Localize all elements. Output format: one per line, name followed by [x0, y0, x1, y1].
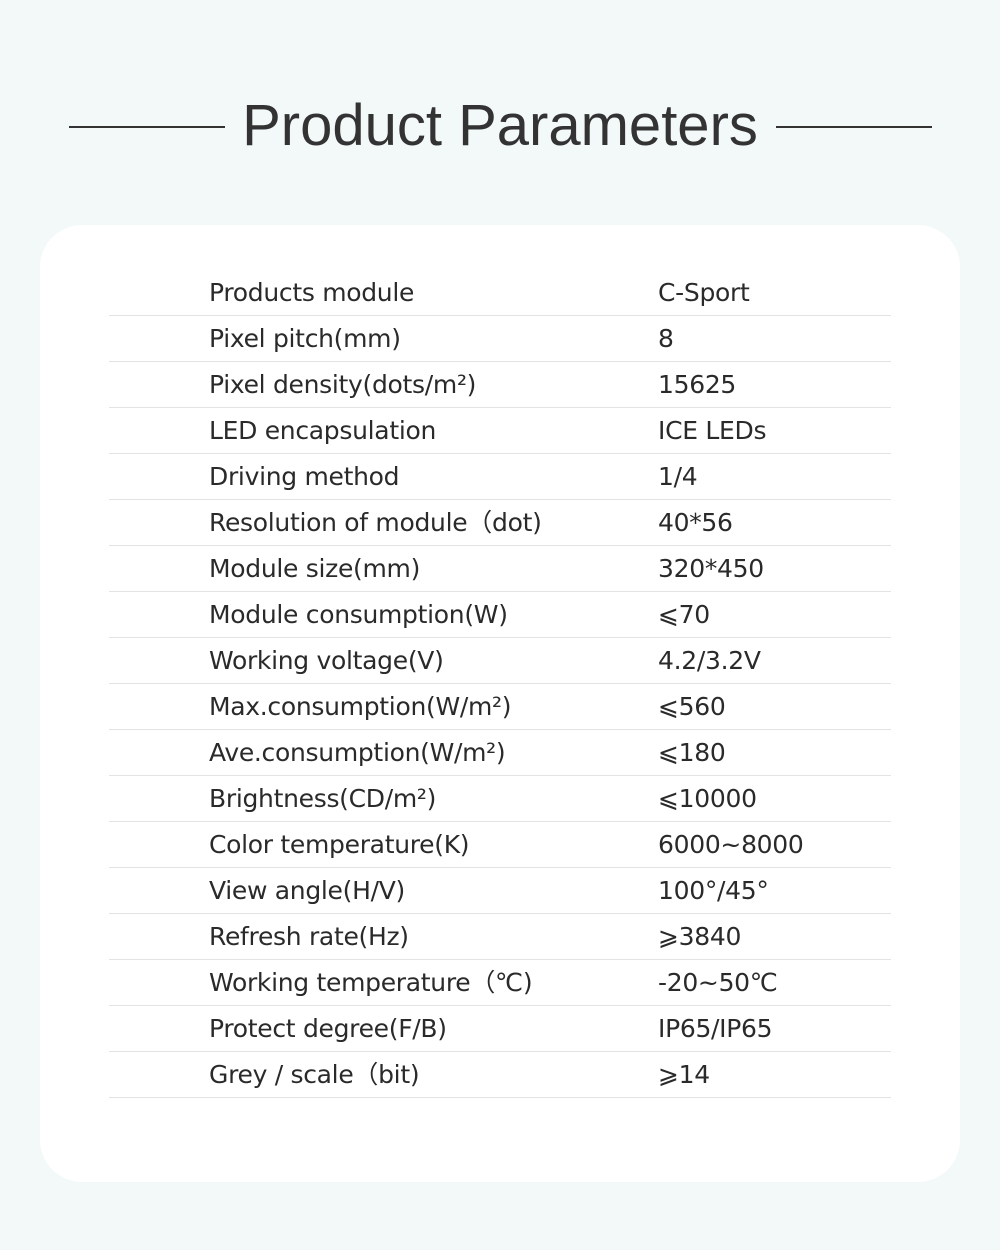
parameter-value: ICE LEDs	[658, 416, 767, 445]
parameter-label: Grey / scale（bit)	[209, 1060, 420, 1089]
parameter-label: Pixel density(dots/m²)	[209, 370, 477, 399]
table-row: Driving method 1/4	[109, 454, 891, 500]
table-row: LED encapsulation ICE LEDs	[109, 408, 891, 454]
parameter-label: Ave.consumption(W/m²)	[209, 738, 506, 767]
parameter-label: Resolution of module（dot)	[209, 508, 542, 537]
table-row: Refresh rate(Hz) ⩾3840	[109, 914, 891, 960]
table-row: Grey / scale（bit) ⩾14	[109, 1052, 891, 1098]
title-left-rule	[69, 126, 225, 128]
table-row: Working voltage(V) 4.2/3.2V	[109, 638, 891, 684]
parameters-card	[40, 225, 960, 1182]
table-row: View angle(H/V) 100°/45°	[109, 868, 891, 914]
header: Product Parameters	[0, 88, 1000, 168]
parameter-value: 8	[658, 324, 674, 353]
parameter-value: ⩽560	[658, 692, 726, 721]
parameter-value: 100°/45°	[658, 876, 769, 905]
parameter-value: ⩽70	[658, 600, 710, 629]
parameter-label: Protect degree(F/B)	[209, 1014, 447, 1043]
parameter-label: Max.consumption(W/m²)	[209, 692, 512, 721]
parameter-value: 1/4	[658, 462, 698, 491]
parameter-value: ⩾14	[658, 1060, 710, 1089]
parameter-label: Color temperature(K)	[209, 830, 470, 859]
parameter-value: IP65/IP65	[658, 1014, 773, 1043]
parameter-value: 4.2/3.2V	[658, 646, 761, 675]
table-row: Resolution of module（dot) 40*56	[109, 500, 891, 546]
parameter-value: ⩾3840	[658, 922, 742, 951]
parameter-label: Module consumption(W)	[209, 600, 508, 629]
parameter-value: 6000~8000	[658, 830, 804, 859]
table-row: Protect degree(F/B) IP65/IP65	[109, 1006, 891, 1052]
table-row: Module size(mm) 320*450	[109, 546, 891, 592]
parameters-table: Products module C-Sport Pixel pitch(mm) 8 Pi…	[109, 270, 891, 1098]
page-title: Product Parameters	[242, 93, 758, 158]
parameter-value: -20~50℃	[658, 968, 778, 997]
parameter-label: Working voltage(V)	[209, 646, 444, 675]
parameter-label: Brightness(CD/m²)	[209, 784, 437, 813]
title-right-rule	[776, 126, 932, 128]
table-row: Max.consumption(W/m²) ⩽560	[109, 684, 891, 730]
table-row: Brightness(CD/m²) ⩽10000	[109, 776, 891, 822]
table-row: Color temperature(K) 6000~8000	[109, 822, 891, 868]
parameter-label: Driving method	[209, 462, 400, 491]
table-row: Working temperature（℃) -20~50℃	[109, 960, 891, 1006]
parameter-label: Products module	[209, 278, 415, 307]
parameter-label: Pixel pitch(mm)	[209, 324, 401, 353]
parameter-label: LED encapsulation	[209, 416, 437, 445]
parameter-value: ⩽10000	[658, 784, 757, 813]
parameter-value: C-Sport	[658, 278, 750, 307]
parameter-label: Refresh rate(Hz)	[209, 922, 409, 951]
parameter-label: View angle(H/V)	[209, 876, 405, 905]
table-row: Products module C-Sport	[109, 270, 891, 316]
parameter-value: ⩽180	[658, 738, 726, 767]
table-row: Pixel density(dots/m²) 15625	[109, 362, 891, 408]
parameter-value: 40*56	[658, 508, 733, 537]
table-row: Module consumption(W) ⩽70	[109, 592, 891, 638]
parameter-label: Module size(mm)	[209, 554, 421, 583]
table-row: Pixel pitch(mm) 8	[109, 316, 891, 362]
parameter-label: Working temperature（℃)	[209, 968, 533, 997]
parameter-value: 15625	[658, 370, 737, 399]
parameter-value: 320*450	[658, 554, 764, 583]
table-row: Ave.consumption(W/m²) ⩽180	[109, 730, 891, 776]
